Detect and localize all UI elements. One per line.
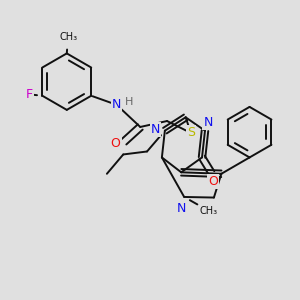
Text: O: O [208, 175, 218, 188]
Text: N: N [176, 202, 186, 215]
Text: O: O [111, 137, 121, 150]
Text: S: S [187, 126, 195, 140]
Text: N: N [151, 123, 160, 136]
Text: F: F [26, 88, 32, 101]
Text: H: H [125, 97, 133, 107]
Text: CH₃: CH₃ [59, 32, 77, 42]
Text: N: N [203, 116, 213, 129]
Text: CH₃: CH₃ [200, 206, 218, 216]
Text: N: N [112, 98, 121, 111]
